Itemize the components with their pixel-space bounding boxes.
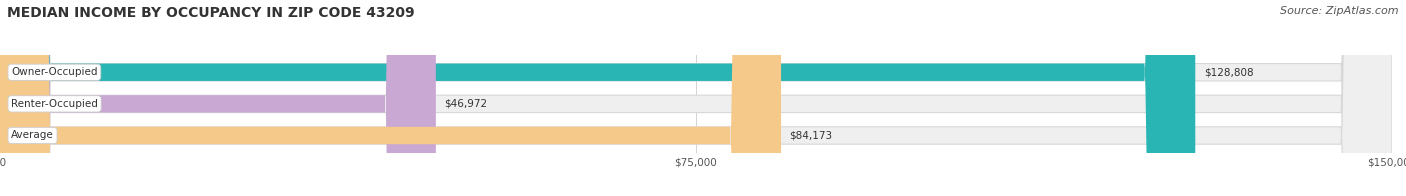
- Text: $46,972: $46,972: [444, 99, 488, 109]
- FancyBboxPatch shape: [0, 0, 782, 196]
- Text: Renter-Occupied: Renter-Occupied: [11, 99, 98, 109]
- Text: MEDIAN INCOME BY OCCUPANCY IN ZIP CODE 43209: MEDIAN INCOME BY OCCUPANCY IN ZIP CODE 4…: [7, 6, 415, 20]
- Text: Average: Average: [11, 131, 53, 141]
- Text: Source: ZipAtlas.com: Source: ZipAtlas.com: [1281, 6, 1399, 16]
- Text: $84,173: $84,173: [789, 131, 832, 141]
- FancyBboxPatch shape: [0, 0, 1195, 196]
- Text: $128,808: $128,808: [1204, 67, 1253, 77]
- Text: Owner-Occupied: Owner-Occupied: [11, 67, 97, 77]
- FancyBboxPatch shape: [0, 0, 436, 196]
